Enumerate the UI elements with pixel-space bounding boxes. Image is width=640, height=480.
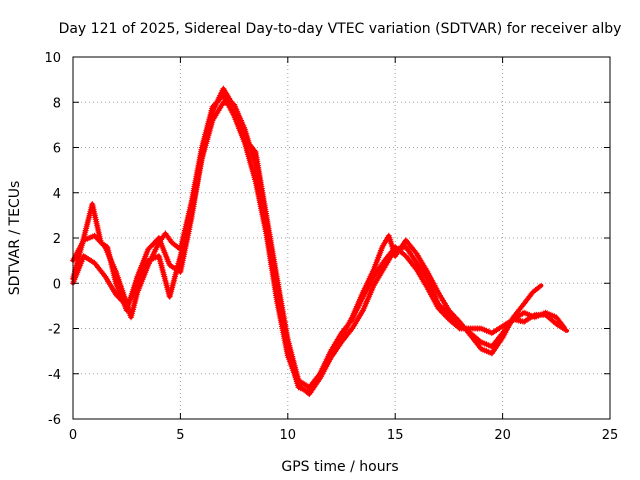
gridlines <box>73 57 610 419</box>
x-tick-label: 0 <box>69 428 77 443</box>
y-tick-label: 8 <box>53 96 61 111</box>
y-tick-label: -6 <box>48 413 61 428</box>
y-axis-title: SDTVAR / TECUs <box>7 181 23 296</box>
y-tick-label: 6 <box>53 142 61 157</box>
x-tick-label: 15 <box>387 428 404 443</box>
axis-ticks: 0 5 10 15 20 25 -6 -4 -2 0 2 4 6 8 10 <box>44 51 618 443</box>
x-tick-label: 5 <box>176 428 184 443</box>
series-line <box>71 86 544 390</box>
x-tick-label: 25 <box>602 428 619 443</box>
y-tick-label: -2 <box>48 323 61 338</box>
x-tick-label: 10 <box>280 428 297 443</box>
y-tick-label: 4 <box>53 187 61 202</box>
data-series <box>70 85 569 398</box>
series-markers <box>70 85 543 391</box>
series-track-2 <box>70 85 544 391</box>
x-axis-title: GPS time / hours <box>281 459 398 475</box>
y-tick-label: 2 <box>53 232 61 247</box>
y-tick-label: 10 <box>44 51 61 66</box>
y-tick-label: 0 <box>53 277 61 292</box>
y-tick-label: -4 <box>48 368 61 383</box>
series-line <box>71 93 567 397</box>
chart-title: Day 121 of 2025, Sidereal Day-to-day VTE… <box>59 21 622 37</box>
x-tick-label: 20 <box>494 428 511 443</box>
